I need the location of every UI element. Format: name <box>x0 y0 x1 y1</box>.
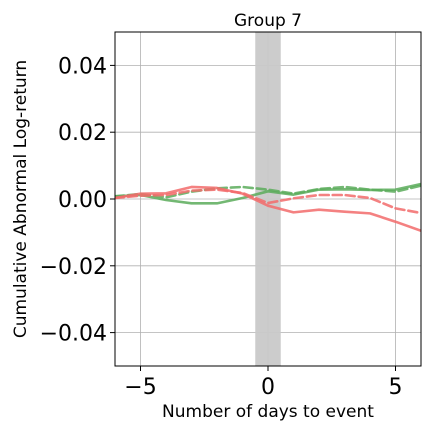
y-tick-label: 0.00 <box>58 188 107 213</box>
x-tick-label: 0 <box>261 375 275 400</box>
y-tick-label: 0.04 <box>58 54 107 79</box>
x-tick-label: −5 <box>124 375 156 400</box>
series-line-solid <box>115 185 421 233</box>
series-line-dashed <box>115 188 421 215</box>
x-axis-ticks: −5 0 5 <box>124 366 403 400</box>
chart-title: Group 7 <box>234 11 302 31</box>
series-line-solid <box>115 182 421 205</box>
x-axis-label: Number of days to event <box>162 402 374 422</box>
y-tick-label: −0.02 <box>40 255 107 280</box>
y-tick-label: 0.02 <box>58 121 107 146</box>
series-line-dashed <box>115 184 421 199</box>
x-tick-label: 5 <box>389 375 403 400</box>
y-tick-label: −0.04 <box>40 322 107 347</box>
series-layer <box>115 182 421 233</box>
y-axis-ticks: −0.04 −0.02 0.00 0.02 0.04 <box>40 54 115 347</box>
y-axis-label: Cumulative Abnormal Log-return <box>11 60 31 338</box>
